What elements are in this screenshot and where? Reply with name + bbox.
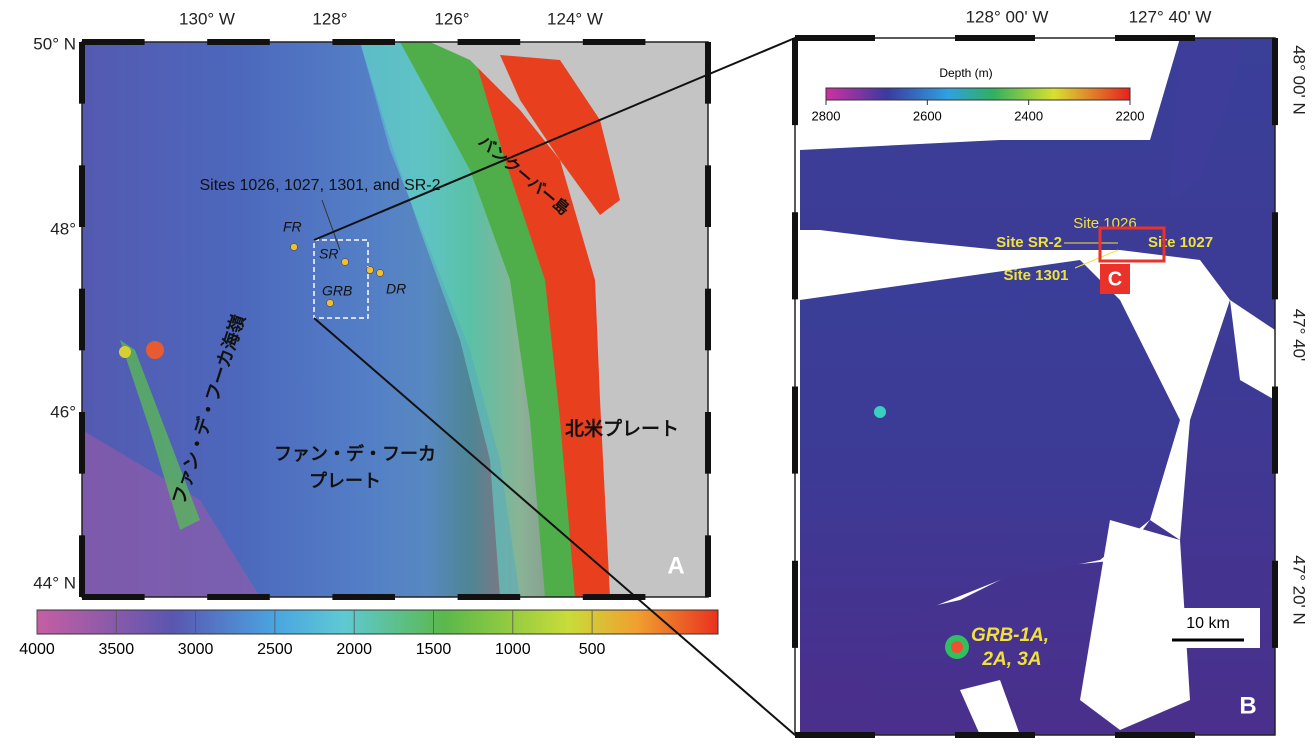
lon-label: 124° W xyxy=(547,9,603,28)
frame-dash xyxy=(1115,35,1195,41)
frame-dash xyxy=(79,42,85,104)
frame-dash xyxy=(332,594,395,600)
grb-label: 2A, 3A xyxy=(981,649,1041,670)
grb-label: GRB-1A, xyxy=(971,625,1049,646)
frame-dash xyxy=(792,387,798,474)
site-label: Site SR-2 xyxy=(996,234,1062,251)
sites-label: Sites 1026, 1027, 1301, and SR-2 xyxy=(199,177,440,194)
colorbar-tick-label: 2600 xyxy=(913,108,942,123)
colorbar-tick-label: 4000 xyxy=(19,641,55,658)
frame-dash xyxy=(955,732,1035,738)
lon-label: 128° xyxy=(312,9,347,28)
frame-dash xyxy=(1272,38,1278,125)
site-label: Site 1027 xyxy=(1148,234,1213,251)
site-marker: DR xyxy=(386,281,406,297)
frame-dash xyxy=(583,39,646,45)
frame-dash xyxy=(79,289,85,351)
plate-label: ファン・デ・フーカ xyxy=(274,443,436,464)
plate-label: プレート xyxy=(309,470,381,491)
colorbar xyxy=(826,88,1130,100)
lon-label: 130° W xyxy=(179,9,235,28)
lon-label: 127° 40' W xyxy=(1129,7,1212,26)
frame-dash xyxy=(792,212,798,299)
colorbar xyxy=(37,610,718,634)
gap xyxy=(805,245,845,270)
lat-label: 47° 20' N xyxy=(1290,555,1309,625)
frame-dash xyxy=(1272,387,1278,474)
frame-dash xyxy=(795,35,875,41)
frame-dash xyxy=(207,594,270,600)
frame-dash xyxy=(705,412,711,474)
frame-dash xyxy=(705,289,711,351)
seamount xyxy=(146,341,164,359)
frame-dash xyxy=(79,165,85,227)
colorbar-tick-label: 1000 xyxy=(495,641,531,658)
frame-dash xyxy=(332,39,395,45)
colorbar-tick-label: 2800 xyxy=(812,108,841,123)
frame-dash xyxy=(705,535,711,597)
colorbar-tick-label: 3500 xyxy=(99,641,135,658)
colorbar-title: Depth (m) xyxy=(939,66,992,80)
frame-dash xyxy=(458,39,521,45)
frame-dash xyxy=(82,594,145,600)
seamount xyxy=(119,346,131,358)
na-plate-label: 北米プレート xyxy=(565,417,679,440)
colorbar-tick-label: 3000 xyxy=(178,641,214,658)
frame-dash xyxy=(82,39,145,45)
frame-dash xyxy=(955,35,1035,41)
panel-letter: B xyxy=(1239,692,1256,719)
colorbar-tick-label: 2200 xyxy=(1116,108,1145,123)
frame-dash xyxy=(1272,561,1278,648)
frame-dash xyxy=(1115,732,1195,738)
frame-dash xyxy=(458,594,521,600)
frame-dash xyxy=(792,561,798,648)
lat-label: 48° 00' N xyxy=(1290,45,1309,115)
frame-dash xyxy=(705,165,711,227)
colorbar-tick-label: 2000 xyxy=(336,641,372,658)
site-marker: FR xyxy=(283,219,302,235)
site-marker: SR xyxy=(319,246,338,262)
panel-b: Depth (m) Site 1026 Site SR-2 Site 1027 … xyxy=(792,35,1278,738)
lat-label: 44° N xyxy=(33,573,76,592)
lat-label: 46° xyxy=(50,402,76,421)
frame-dash xyxy=(1272,212,1278,299)
colorbar-tick-label: 2400 xyxy=(1014,108,1043,123)
lon-label: 128° 00' W xyxy=(966,7,1049,26)
lat-label: 50° N xyxy=(33,34,76,53)
scale-label: 10 km xyxy=(1186,615,1230,632)
frame-dash xyxy=(207,39,270,45)
figure: バンクーバー島 Sites 1026, 1027, 1301, and SR-2… xyxy=(0,0,1316,740)
panel-a: バンクーバー島 Sites 1026, 1027, 1301, and SR-2… xyxy=(37,39,718,634)
frame-dash xyxy=(79,535,85,597)
inset-letter: C xyxy=(1108,268,1122,290)
panel-letter: A xyxy=(667,552,684,579)
lon-label: 126° xyxy=(434,9,469,28)
frame-dash xyxy=(795,732,875,738)
site-label: Site 1301 xyxy=(1003,267,1068,284)
frame-dash xyxy=(792,38,798,125)
colorbar-tick-label: 500 xyxy=(579,641,606,658)
seamount xyxy=(874,406,886,418)
seamount xyxy=(951,641,963,653)
lat-label: 48° xyxy=(50,219,76,238)
colorbar-tick-label: 1500 xyxy=(416,641,452,658)
colorbar-tick-label: 2500 xyxy=(257,641,293,658)
frame-dash xyxy=(79,412,85,474)
site-marker: GRB xyxy=(322,283,352,299)
lat-label: 47° 40' xyxy=(1290,309,1309,362)
